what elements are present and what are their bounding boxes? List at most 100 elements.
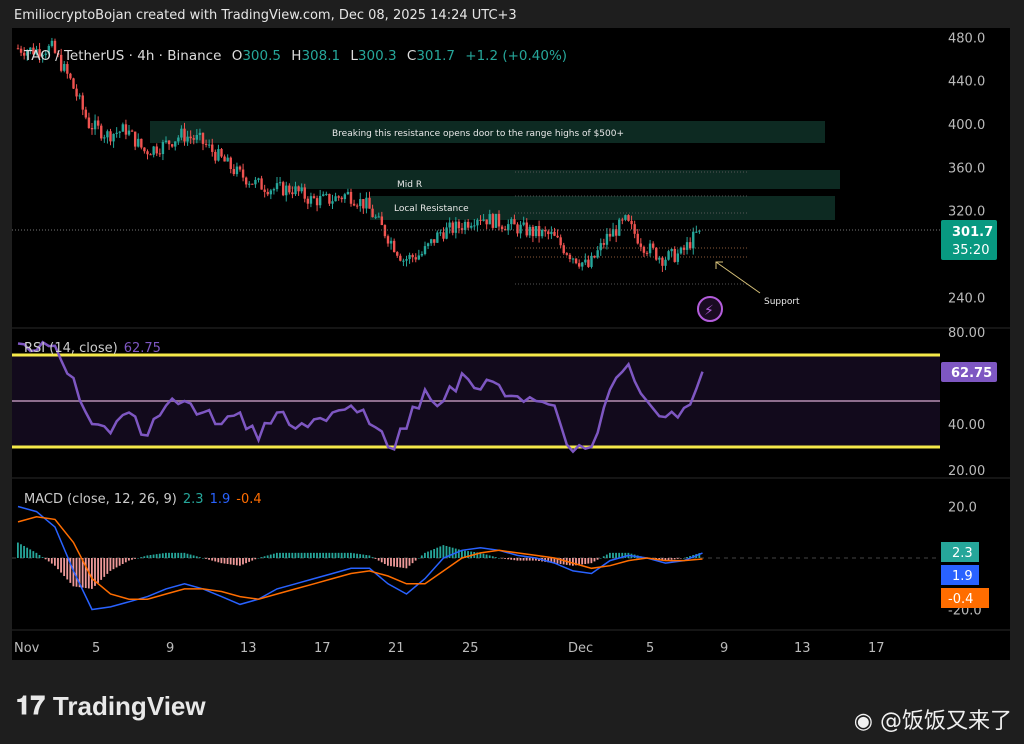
candle-body — [214, 151, 217, 161]
macd-histogram-bar — [624, 552, 627, 558]
mid-resistance-box[interactable] — [290, 170, 840, 189]
candle-body — [272, 189, 276, 191]
macd-histogram-bar — [612, 552, 614, 558]
candle-body — [374, 216, 377, 218]
candle-body — [429, 239, 433, 244]
candle-body — [494, 213, 498, 228]
macd-histogram-bar — [115, 558, 118, 568]
macd-histogram-bar — [528, 558, 531, 561]
candle-body — [81, 95, 84, 110]
price-badge — [941, 220, 997, 260]
macd-histogram-bar — [331, 552, 334, 558]
macd-histogram-bar — [618, 552, 621, 558]
macd-signal-value: -0.4 — [236, 492, 261, 507]
candle-body — [100, 125, 103, 139]
macd-histogram-bar — [266, 555, 269, 558]
macd-histogram-bar — [57, 558, 59, 570]
candle-body — [322, 194, 325, 196]
candle-body — [531, 226, 535, 237]
candle-body — [300, 187, 303, 192]
support-arrow — [715, 261, 761, 294]
macd-histogram-bar — [192, 555, 195, 558]
candle-body — [112, 133, 115, 142]
lightning-icon[interactable]: ⚡ — [697, 296, 723, 322]
candle-body — [164, 140, 168, 143]
candle-body — [377, 216, 380, 218]
macd-histogram-bar — [516, 558, 519, 561]
candle-body — [460, 228, 464, 231]
resistance-box-range-highs[interactable] — [150, 121, 825, 143]
candle-body — [130, 130, 134, 132]
macd-histogram-bar — [464, 550, 466, 558]
candle-body — [448, 222, 451, 228]
candle-body — [457, 221, 461, 229]
macd-histogram-bar — [479, 552, 482, 558]
macd-histogram-bar — [177, 552, 180, 558]
candle-body — [473, 225, 476, 227]
macd-histogram-bar — [309, 552, 312, 558]
macd-histogram-bar — [245, 558, 247, 564]
candle-body — [602, 243, 606, 245]
candle-body — [232, 169, 236, 175]
candle-body — [303, 187, 306, 199]
macd-histogram-bar — [380, 558, 383, 563]
macd-histogram-bar — [673, 558, 676, 560]
macd-histogram-bar — [294, 552, 297, 558]
candle-body — [550, 231, 553, 235]
candle-body — [537, 226, 541, 237]
macd-histogram-bar — [66, 558, 69, 580]
candle-body — [220, 149, 223, 157]
candle-body — [69, 73, 72, 79]
candle-body — [500, 226, 504, 230]
chart-canvas[interactable]: Breaking this resistance opens door to t… — [12, 28, 1010, 660]
macd-histogram-bar — [248, 558, 251, 562]
macd-histogram-bar — [417, 558, 420, 559]
macd-histogram-bar — [587, 558, 590, 564]
macd-histogram-bar — [356, 553, 358, 558]
macd-histogram-bar — [78, 558, 81, 588]
macd-histogram-bar — [596, 558, 599, 560]
macd-histogram-bar — [106, 558, 109, 574]
macd-histogram-bar — [439, 546, 442, 558]
macd-histogram-bar — [467, 551, 469, 558]
macd-histogram-bar — [214, 558, 217, 562]
macd-histogram-bar — [313, 552, 315, 558]
macd-histogram-bar — [387, 558, 389, 566]
macd-histogram-bar — [195, 556, 198, 558]
candle-body — [152, 146, 155, 155]
candle-body — [189, 136, 192, 139]
macd-histogram-bar — [118, 558, 121, 566]
macd-histogram-bar — [547, 558, 550, 563]
macd-histogram-bar — [676, 558, 679, 559]
macd-histogram-bar — [488, 555, 491, 558]
macd-histogram-bar — [427, 551, 429, 558]
candle-body — [392, 240, 396, 253]
candle-body — [439, 232, 442, 234]
macd-histogram-bar — [510, 558, 513, 560]
candle-body — [670, 248, 673, 252]
local-resistance-box[interactable] — [370, 196, 835, 220]
rsi-badge — [941, 362, 997, 382]
candle-body — [621, 219, 624, 221]
candle-body — [513, 219, 516, 225]
macd-histogram-bar — [316, 552, 318, 558]
candle-body — [587, 259, 590, 267]
chart-panel[interactable]: Breaking this resistance opens door to t… — [12, 28, 1010, 660]
macd-histogram-bar — [679, 558, 682, 559]
candle-body — [72, 78, 75, 89]
macd-histogram-bar — [263, 556, 266, 558]
candle-body — [211, 144, 214, 152]
macd-histogram-bar — [81, 558, 84, 588]
candle-body — [547, 231, 550, 235]
candle-body — [174, 141, 177, 147]
macd-histogram-bar — [414, 558, 417, 561]
macd-line-value: 1.9 — [210, 492, 231, 507]
candle-body — [269, 190, 273, 195]
candle-body — [143, 147, 146, 152]
candle-body — [540, 229, 544, 237]
macd-histogram-bar — [168, 552, 170, 558]
candle-body — [349, 191, 353, 204]
svg-text:MACD (close, 12, 26, 9)2.31.9-: MACD (close, 12, 26, 9) 2.3 1.9 -0.4 — [24, 492, 262, 507]
macd-badge — [941, 565, 979, 585]
candle-body — [50, 40, 54, 46]
